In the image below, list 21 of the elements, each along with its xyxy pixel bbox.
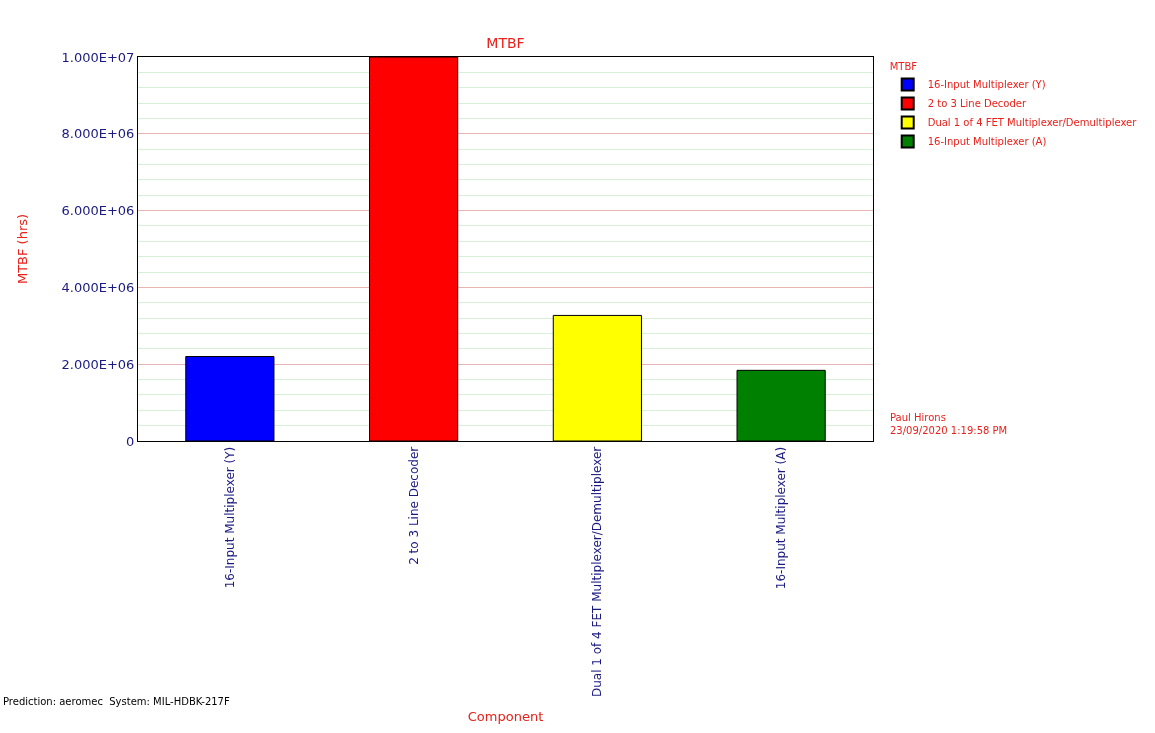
legend-title: MTBF (889, 61, 918, 72)
legend-label: Dual 1 of 4 FET Multiplexer/Demultiplexer (927, 117, 1138, 129)
x-tick-label: 2 to 3 Line Decoder (406, 446, 421, 565)
y-tick-label: 4.000E+06 (61, 279, 135, 295)
text: 23/09/2020 1:19:58 PM (890, 425, 1008, 436)
legend-label: 16-Input Multiplexer (Y) (927, 79, 1046, 91)
chart-title: MTBF (486, 34, 525, 51)
x-tick-label: 16-Input Multiplexer (A) (774, 446, 789, 590)
text: Paul Hirons (890, 412, 946, 423)
legend-label: 2 to 3 Line Decoder (927, 98, 1027, 110)
x-tick-label: Dual 1 of 4 FET Multiplexer/Demultiplexer (590, 446, 605, 698)
y-tick-label: 0 (126, 433, 135, 449)
y-tick-label: 8.000E+06 (61, 126, 135, 142)
legend-label: 16-Input Multiplexer (A) (927, 136, 1047, 148)
y-tick-label: 1.000E+07 (61, 49, 135, 65)
text: Prediction: aeromec System: MIL-HDBK-217F (3, 696, 230, 707)
y-tick-label: 6.000E+06 (61, 203, 135, 219)
x-axis-title: Component (467, 708, 544, 724)
y-tick-label: 2.000E+06 (61, 356, 135, 372)
y-axis-title: MTBF (hrs) (15, 213, 31, 285)
x-tick-label: 16-Input Multiplexer (Y) (222, 446, 237, 589)
